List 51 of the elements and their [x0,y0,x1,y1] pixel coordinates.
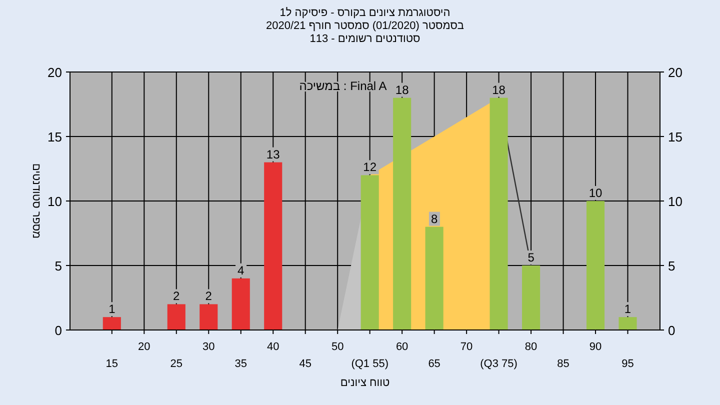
x-tick-label: 35 [234,358,247,370]
y-tick-label: 10 [48,194,62,209]
bar [425,226,444,330]
value-label: 4 [236,263,247,278]
value-label: 5 [526,250,537,264]
y-tick-label: 5 [54,258,62,274]
bar [393,98,412,330]
x-tick-label: 60 [396,341,408,353]
y-tick-label: 0 [54,323,62,338]
y-tick-label: 20 [48,65,62,80]
value-label: 10 [586,186,605,200]
bar [167,304,186,330]
bar [618,317,637,330]
x-tick-label: 40 [266,341,280,353]
y2-tick-label: 20 [668,65,682,80]
value-label: 12 [361,160,379,174]
y2-tick-label: 0 [668,323,676,338]
bar [522,266,540,330]
x-tick-label: 85 [557,358,570,370]
bar [586,201,605,330]
value-label: 1 [622,302,634,316]
x-tick-label: 25 [170,358,183,370]
x-axis-title: טווח ציונים [340,377,390,389]
bar [102,317,121,330]
bar [490,98,508,330]
y-tick-label: 15 [48,130,62,144]
x-tick-label: 20 [138,341,150,353]
x-tick-label: 95 [622,358,634,370]
y2-tick-label: 15 [668,130,682,144]
x-tick-label: 80 [524,341,538,353]
bar [264,162,282,330]
x-tick-label: 90 [589,341,602,353]
x-tick-label: 30 [202,341,215,353]
x-tick-label: 50 [331,341,344,353]
x-tick-label: 65 [428,358,440,370]
y-axis-title: מספר סטודנטים [30,163,42,239]
value-label: 18 [490,82,508,97]
x-tick-label: (Q1 55) [351,358,388,370]
text: סטודנטים רשומים - 113 [310,33,420,45]
y2-tick-label: 5 [668,258,676,274]
y2-tick-label: 10 [668,194,682,209]
chart-title: היסטוגרמת ציונים בקורס - פיסיקה ל1 [280,7,450,19]
value-label: 1 [106,302,118,316]
bar [200,304,218,330]
chart-subtitle: בסמסטר (01/2020) סמסטר חורף 2020/21 [266,20,464,32]
value-label: 2 [203,289,214,304]
x-tick-label: 15 [106,358,118,370]
x-tick-label: (Q3 75) [480,358,518,370]
bar [232,278,250,330]
x-tick-label: 70 [460,341,473,353]
x-tick-label: 45 [299,358,312,370]
